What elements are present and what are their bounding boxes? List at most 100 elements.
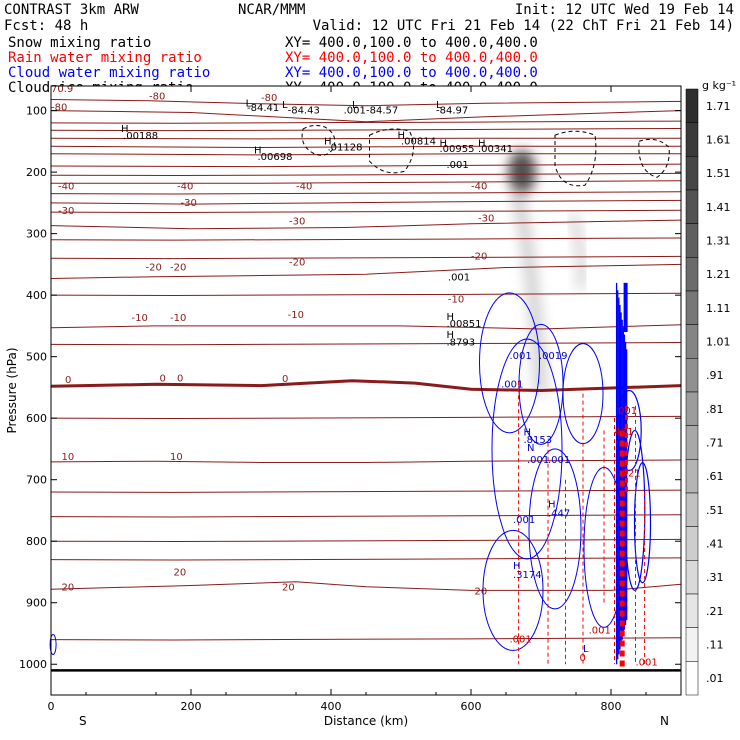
- annotation-label: -84.43: [288, 106, 320, 117]
- colorbar: 1.71 1.61 1.51 1.41 1.31 1.21 1.11 1.01 .91 .81 .7…: [685, 79, 736, 696]
- annotation-label: .001: [501, 379, 523, 390]
- annotation-label: 0: [177, 373, 183, 384]
- temperature-contour: [50, 538, 682, 543]
- annotation-label: -40: [58, 181, 74, 192]
- colorbar-swatch: [685, 156, 699, 191]
- annotation-label: -84.57: [366, 106, 398, 117]
- cloud-water-contour: [479, 292, 540, 434]
- annotation-label: H: [524, 427, 532, 438]
- cloud-water-contour: [482, 529, 544, 651]
- colorbar-label: 1.61: [706, 134, 731, 147]
- temperature-contour: [50, 199, 682, 205]
- cloud-water-contour: [624, 429, 646, 592]
- annotation-label: -40: [296, 181, 312, 192]
- colorbar-swatch: [685, 122, 699, 157]
- temperature-contour: [50, 489, 682, 493]
- cloud-water-contour: [491, 338, 563, 560]
- side-label-south: S: [79, 714, 87, 728]
- plot-background: [51, 86, 681, 695]
- temperature-contour: [50, 163, 682, 168]
- annotation-label: -20: [289, 258, 305, 269]
- legend-xy: XY= 400.0,100.0 to 400.0,400.0: [285, 50, 538, 66]
- y-tick-label: 500: [26, 351, 47, 364]
- annotation-label: H: [513, 561, 521, 572]
- colorbar-label: .91: [706, 369, 724, 382]
- y-tick-label: 700: [26, 474, 47, 487]
- annotation-label: H: [548, 499, 556, 510]
- colorbar-swatch: [685, 223, 699, 258]
- annotation-label: N: [527, 443, 534, 454]
- colorbar-swatch: [685, 257, 699, 292]
- annotation-label: 0: [160, 373, 166, 384]
- annotation-label: H: [324, 136, 332, 147]
- colorbar-label: .11: [706, 639, 724, 652]
- temperature-contour: [50, 581, 682, 591]
- temperature-contour: [50, 191, 682, 195]
- header-title: CONTRAST 3km ARW: [4, 2, 139, 18]
- cloud-water-core: [623, 282, 628, 333]
- annotation-label: 20: [174, 568, 187, 579]
- snow-plume-shade: [566, 213, 588, 290]
- annotation-label: L: [282, 100, 288, 111]
- annotation-label: -80: [149, 92, 165, 103]
- colorbar-swatch: [685, 593, 699, 628]
- annotation-label: H: [398, 130, 406, 141]
- temperature-contour: [50, 342, 682, 346]
- annotation-label: 10: [62, 452, 75, 463]
- annotation-label: .001: [636, 657, 658, 668]
- temperature-contour: [50, 145, 681, 149]
- header-valid: Valid: 12 UTC Fri 21 Feb 14 (22 ChT Fri …: [313, 18, 734, 34]
- annotation-label: .00851: [447, 319, 482, 330]
- temperature-contour: [50, 459, 682, 463]
- cloud-water-contour: [528, 448, 582, 610]
- y-tick-label: 200: [26, 166, 47, 179]
- annotation-label: H: [121, 124, 129, 135]
- temperature-contour: [50, 172, 682, 177]
- annotation-label: -80: [51, 103, 67, 114]
- annotation-label: .001: [513, 515, 535, 526]
- annotation-label: H: [447, 330, 455, 341]
- legend-xy: XY= 400.0,100.0 to 400.0,400.0: [285, 35, 538, 51]
- y-tick-label: 300: [26, 228, 47, 241]
- temperature-contour: [50, 209, 682, 213]
- annotation-label: 0: [65, 375, 71, 386]
- annotation-label: -20: [146, 263, 162, 274]
- colorbar-label: .81: [706, 403, 724, 416]
- annotation-label: -84.41: [247, 103, 279, 114]
- y-tick-label: 900: [26, 597, 47, 610]
- annotation-label: .001: [527, 455, 549, 466]
- cloud-water-contour: [49, 634, 57, 656]
- annotation-label: H: [447, 312, 455, 323]
- colorbar-label: 1.01: [706, 336, 731, 349]
- annotation-label: L: [352, 100, 358, 111]
- y-tick-label: 1000: [19, 658, 47, 671]
- annotation-label: .447: [548, 509, 570, 520]
- legend-label: Snow mixing ratio: [8, 35, 151, 51]
- annotation-label: L: [246, 98, 252, 109]
- legend-label: Rain water mixing ratio: [8, 50, 202, 66]
- x-tick-label: 800: [601, 700, 622, 713]
- annotation-label: H: [478, 138, 486, 149]
- temperature-contour: [50, 557, 682, 561]
- annotation-label: -30: [181, 198, 197, 209]
- y-axis-label: Pressure (hPa): [5, 347, 19, 433]
- annotation-label: 20: [62, 582, 75, 593]
- annotation-label: 20: [475, 587, 488, 598]
- annotation-label: -80: [261, 93, 277, 104]
- annotation-label: .001: [447, 160, 469, 171]
- temperature-contour: [50, 137, 681, 140]
- annotation-label: .001: [548, 455, 570, 466]
- header-fcst: Fcst: 48 h: [4, 18, 88, 34]
- temperature-contour: [50, 237, 682, 241]
- cloud-water-contour: [616, 389, 642, 472]
- annotation-label: 70.9: [51, 84, 73, 95]
- cloud-ice-contour: [301, 124, 336, 156]
- colorbar-label: .61: [706, 470, 724, 483]
- colorbar-label: .21: [706, 605, 724, 618]
- x-tick-label: 200: [181, 700, 202, 713]
- colorbar-swatch: [685, 459, 699, 494]
- annotation-label: .001: [589, 625, 611, 636]
- temperature-contour: [50, 153, 681, 156]
- temperature-contour: [50, 99, 682, 107]
